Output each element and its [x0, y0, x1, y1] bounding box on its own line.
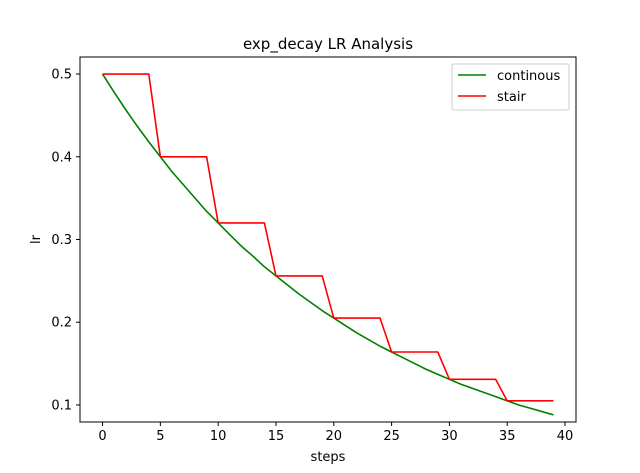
y-tick-label: 0.3 — [51, 233, 72, 248]
x-axis-label: steps — [311, 450, 346, 465]
x-tick-label: 25 — [383, 429, 400, 444]
y-tick-label: 0.2 — [51, 316, 72, 331]
x-tick-label: 10 — [210, 429, 227, 444]
legend-label-stair: stair — [497, 90, 526, 105]
chart-title: exp_decay LR Analysis — [243, 35, 413, 54]
x-tick-label: 0 — [98, 429, 106, 444]
x-tick-label: 5 — [156, 429, 164, 444]
x-tick-label: 30 — [441, 429, 458, 444]
y-tick-label: 0.1 — [51, 398, 72, 413]
legend-label-continous: continous — [497, 69, 560, 84]
x-tick-label: 15 — [268, 429, 285, 444]
series-line-continous — [101, 73, 554, 416]
x-tick-label: 35 — [499, 429, 516, 444]
y-tick-label: 0.5 — [51, 68, 72, 83]
series-line-stair — [102, 73, 554, 402]
plot-frame — [79, 56, 577, 423]
y-tick-label: 0.4 — [51, 150, 72, 165]
x-tick-label: 20 — [326, 429, 343, 444]
x-tick-label: 40 — [557, 429, 574, 444]
y-axis-label: lr — [29, 234, 44, 244]
legend: continous stair — [451, 63, 570, 111]
